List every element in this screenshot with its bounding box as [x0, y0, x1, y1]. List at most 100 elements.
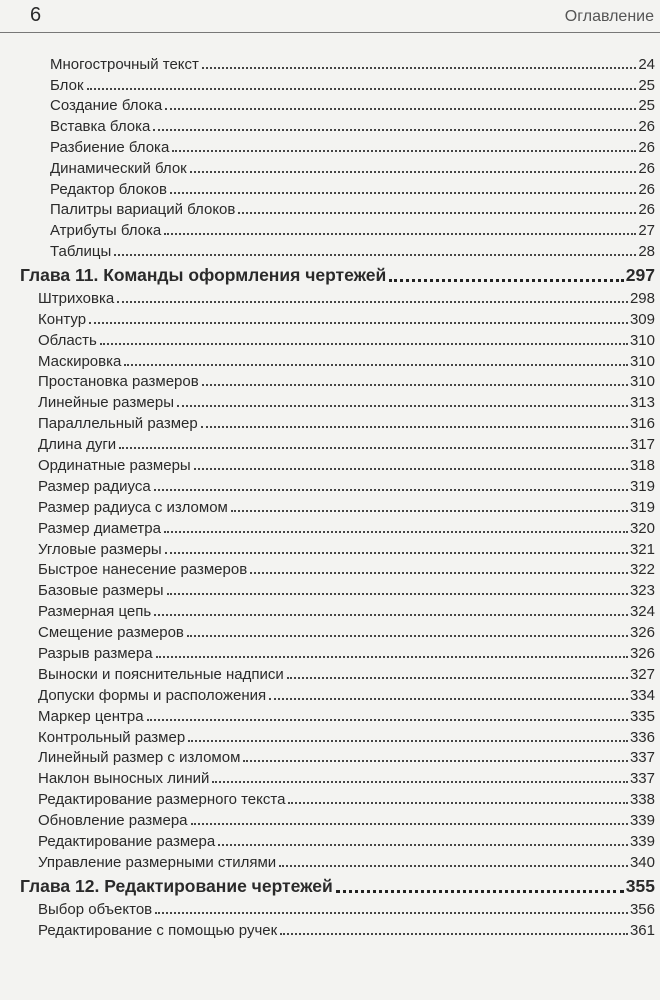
dot-leader — [269, 697, 628, 700]
page-ref: 356 — [629, 900, 655, 918]
page-ref: 326 — [629, 624, 655, 642]
dot-leader — [190, 823, 628, 826]
chapter-entry-title: Глава 11. Команды оформления чертежей — [20, 264, 387, 285]
page-ref: 339 — [629, 833, 655, 851]
toc-entry: Обновление размера 339 — [0, 808, 655, 829]
dot-leader — [166, 593, 628, 596]
toc-entry: Размер радиуса с изломом 319 — [0, 495, 655, 516]
dot-leader — [155, 911, 628, 914]
page-ref: 26 — [638, 159, 655, 177]
page-ref: 297 — [625, 264, 655, 285]
toc-entry-title: Динамический блок — [50, 159, 187, 177]
dot-leader — [200, 426, 628, 429]
toc-entry: Штриховка 298 — [0, 286, 655, 307]
toc-entry: Простановка размеров 310 — [0, 370, 655, 390]
toc-entry: Размер радиуса 319 — [0, 474, 655, 495]
toc-entry-title: Создание блока — [50, 97, 163, 115]
toc-entry: Редактирование с помощью ручек 361 — [0, 918, 655, 939]
toc-entry: Редактор блоков 26 — [0, 177, 655, 198]
toc-entry-title: Редактирование с помощью ручек — [38, 921, 278, 939]
toc-entry-title: Линейные размеры — [38, 394, 174, 412]
page-ref: 317 — [629, 436, 655, 454]
toc-entry-title: Многострочный текст — [50, 55, 199, 73]
toc-entry-title: Размерная цепь — [38, 603, 152, 621]
toc-entry: Динамический блок 26 — [0, 156, 655, 177]
page-ref: 28 — [638, 242, 655, 260]
page-ref: 25 — [638, 76, 655, 94]
dot-leader — [238, 212, 637, 215]
page-ref: 324 — [629, 603, 655, 621]
dot-leader — [212, 781, 628, 784]
dot-leader — [153, 129, 637, 132]
dot-leader — [189, 170, 637, 173]
toc-entry: Маркер центра 335 — [0, 704, 655, 725]
dot-leader — [164, 233, 637, 236]
toc-entry: Маскировка 310 — [0, 349, 655, 370]
toc-entry: Быстрое нанесение размеров 322 — [0, 558, 655, 579]
dot-leader — [153, 488, 628, 491]
dot-leader — [288, 802, 628, 805]
toc-entry-title: Маркер центра — [38, 707, 144, 725]
toc-entry: Ординатные размеры 318 — [0, 453, 655, 474]
page-ref: 319 — [629, 498, 655, 516]
toc-entry-title: Редактор блоков — [50, 180, 167, 198]
page-ref: 27 — [638, 222, 655, 240]
toc-entry-title: Атрибуты блока — [50, 222, 162, 240]
dot-leader — [286, 676, 628, 679]
page-ref: 320 — [629, 519, 655, 537]
page-ref: 25 — [638, 97, 655, 115]
section-title: Оглавление — [564, 8, 654, 25]
dot-leader — [230, 509, 628, 512]
page-ref: 26 — [638, 201, 655, 219]
dot-leader — [335, 889, 624, 893]
toc-entry: Редактирование размера 339 — [0, 829, 655, 850]
page-ref: 310 — [629, 331, 655, 349]
toc-entry: Контрольный размер 336 — [0, 725, 655, 746]
page-ref: 361 — [629, 921, 655, 939]
page-ref: 337 — [629, 770, 655, 788]
dot-leader — [163, 530, 628, 533]
dot-leader — [279, 864, 628, 867]
toc-entry-title: Размер радиуса с изломом — [38, 498, 228, 516]
dot-leader — [389, 278, 624, 282]
page-ref: 323 — [629, 582, 655, 600]
page-ref: 340 — [629, 853, 655, 871]
toc-entry: Базовые размеры 323 — [0, 578, 655, 599]
toc-entry-title: Допуски формы и расположения — [38, 686, 267, 704]
dot-leader — [119, 447, 628, 450]
dot-leader — [169, 191, 637, 194]
toc-entry: Наклон выносных линий 337 — [0, 766, 655, 787]
toc-entry-title: Управление размерными стилями — [38, 853, 277, 871]
page-ref: 319 — [629, 477, 655, 495]
toc-entry: Область 310 — [0, 328, 655, 349]
dot-leader — [89, 321, 628, 324]
toc-entry: Контур 309 — [0, 307, 655, 328]
toc-entry-title: Ординатные размеры — [38, 456, 191, 474]
page-ref: 334 — [629, 686, 655, 704]
page-ref: 327 — [629, 665, 655, 683]
dot-leader — [188, 739, 628, 742]
page-ref: 313 — [629, 394, 655, 412]
toc-entry-title: Контрольный размер — [38, 728, 186, 746]
page-ref: 310 — [629, 352, 655, 370]
page-ref: 336 — [629, 728, 655, 746]
dot-leader — [193, 467, 628, 470]
toc-entry: Длина дуги 317 — [0, 432, 655, 453]
page-ref: 298 — [629, 289, 655, 307]
toc-entry-title: Выноски и пояснительные надписи — [38, 665, 284, 683]
toc-entry: Управление размерными стилями 340 — [0, 850, 655, 871]
dot-leader — [250, 572, 628, 575]
dot-leader — [201, 384, 628, 387]
dot-leader — [155, 656, 628, 658]
page-number: 6 — [30, 4, 42, 26]
toc-entry-title: Базовые размеры — [38, 582, 164, 600]
page-ref: 355 — [625, 875, 655, 896]
toc-entry: Редактирование размерного текста 338 — [0, 787, 655, 808]
toc-entry: Вставка блока 26 — [0, 114, 655, 135]
dot-leader — [117, 300, 628, 303]
page-ref: 322 — [629, 561, 655, 579]
dot-leader — [146, 718, 628, 721]
toc-entry: Линейный размер с изломом 337 — [0, 746, 655, 766]
page-header: 6 Оглавление — [0, 0, 660, 33]
